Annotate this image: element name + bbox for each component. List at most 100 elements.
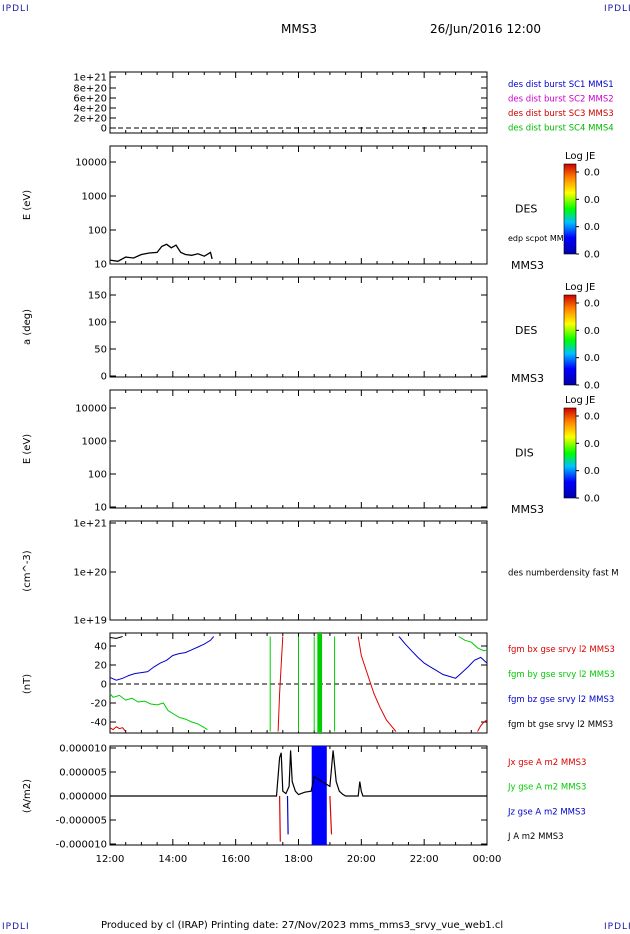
y-tick-label: 1e+20: [73, 568, 107, 579]
colorbar-tick-label: 0.0: [584, 168, 600, 179]
colorbar-tick-label: 0.0: [584, 381, 600, 392]
series-line: [110, 750, 487, 797]
y-tick-label: 100: [88, 226, 107, 237]
y-tick-label: 0.000000: [59, 792, 107, 803]
series-line: [357, 636, 397, 732]
colorbar-tick-label: 0.0: [584, 326, 600, 337]
y-axis-title: a (deg): [22, 309, 33, 345]
by-band: [317, 633, 323, 733]
x-tick-label: 12:00: [96, 854, 125, 865]
y-tick-label: 10: [94, 503, 107, 514]
colorbar-title: Log JE: [565, 282, 595, 293]
series-line: [109, 693, 208, 731]
panel-frame: [109, 145, 488, 265]
y-tick-label: -20: [91, 699, 107, 710]
x-tick-label: 22:00: [410, 854, 439, 865]
colorbar-tick-label: 0.0: [584, 299, 600, 310]
y-tick-label: 0: [101, 124, 107, 135]
legend-entry: des dist burst SC3 MMS3: [508, 109, 614, 119]
series-line: [109, 636, 123, 639]
legend-entry: fgm by gse srvy l2 MMS3: [508, 670, 615, 680]
y-axis-title: (A/m2): [22, 779, 33, 813]
legend-entry: des dist burst SC2 MMS2: [508, 95, 614, 105]
y-axis-title: (cm^-3): [22, 550, 33, 591]
jz-band: [311, 746, 327, 845]
y-tick-label: 0: [101, 680, 107, 691]
legend-entry: Jx gse A m2 MMS3: [507, 758, 586, 768]
series-line: [109, 726, 127, 732]
y-tick-label: 150: [88, 291, 107, 302]
colorbar-tick-label: 0.0: [584, 195, 600, 206]
y-tick-label: 10000: [75, 404, 107, 415]
instrument-label: DES: [515, 324, 537, 337]
legend-entry: des numberdensity fast M: [508, 568, 619, 578]
y-tick-label: 20: [94, 661, 107, 672]
colorbar-tick-label: 0.0: [584, 353, 600, 364]
colorbar: [563, 407, 577, 499]
y-tick-label: 1e+21: [73, 73, 107, 84]
series-line: [329, 795, 333, 835]
colorbar-title: Log JE: [565, 151, 595, 162]
legend-entry: J A m2 MMS3: [507, 832, 564, 842]
y-tick-label: 1000: [82, 437, 107, 448]
instrument-label: DES: [515, 202, 537, 215]
footer-text: Produced by cl (IRAP) Printing date: 27/…: [101, 920, 504, 931]
panel-frame: [109, 520, 488, 621]
x-tick-label: 14:00: [158, 854, 187, 865]
spacecraft-label: MMS3: [511, 503, 544, 516]
x-tick-label: 18:00: [284, 854, 313, 865]
y-tick-label: 100: [88, 318, 107, 329]
y-tick-label: -40: [91, 718, 107, 729]
series-line: [279, 795, 281, 842]
y-tick-label: 1e+19: [73, 616, 107, 627]
y-tick-label: 0.000010: [59, 744, 107, 755]
spacecraft-label: MMS3: [511, 259, 544, 272]
y-tick-label: 10: [94, 260, 107, 271]
colorbar-tick-label: 0.0: [584, 412, 600, 423]
colorbar: [563, 294, 577, 386]
corner-label-bottom-left: IPDLI: [2, 922, 30, 932]
colorbar-title: Log JE: [565, 395, 595, 406]
y-axis-title: E (eV): [22, 434, 33, 464]
y-tick-label: -0.000005: [56, 816, 107, 827]
corner-label-top-left: IPDLI: [2, 4, 30, 14]
y-tick-label: 40: [94, 642, 107, 653]
legend-entry: Jz gse A m2 MMS3: [507, 807, 586, 817]
panel-frame: [109, 276, 488, 378]
colorbar-tick-label: 0.0: [584, 250, 600, 261]
series-line: [277, 636, 284, 732]
spacecraft-label: MMS3: [511, 372, 544, 385]
series-line: [286, 795, 289, 835]
legend-entry: Jy gse A m2 MMS3: [507, 783, 586, 793]
colorbar-tick-label: 0.0: [584, 439, 600, 450]
legend-entry: des dist burst SC4 MMS4: [508, 124, 614, 134]
colorbar: [563, 163, 577, 255]
series-line: [109, 636, 215, 681]
legend-entry: des dist burst SC1 MMS1: [508, 80, 614, 90]
header-spacecraft: MMS3: [281, 22, 317, 36]
y-tick-label: -0.000010: [56, 840, 107, 851]
scpot-series-line: [109, 243, 213, 262]
series-line: [458, 636, 488, 652]
legend-entry: fgm bz gse srvy l2 MMS3: [508, 695, 614, 705]
x-tick-label: 20:00: [347, 854, 376, 865]
y-tick-label: 1e+21: [73, 519, 107, 530]
series-line: [398, 636, 488, 679]
y-tick-label: 0: [101, 372, 107, 383]
y-tick-label: 8e+20: [73, 84, 107, 95]
colorbar-tick-label: 0.0: [584, 466, 600, 477]
x-tick-label: 00:00: [473, 854, 502, 865]
series-line: [477, 719, 488, 732]
panel-frame: [109, 389, 488, 509]
y-tick-label: 4e+20: [73, 104, 107, 115]
legend-entry: fgm bx gse srvy l2 MMS3: [508, 645, 615, 655]
y-axis-title: E (eV): [22, 190, 33, 220]
x-tick-label: 16:00: [221, 854, 250, 865]
corner-label-bottom-right: IPDLI: [604, 922, 630, 932]
header-datetime: 26/Jun/2016 12:00: [430, 22, 542, 36]
y-tick-label: 0.000005: [59, 768, 107, 779]
y-tick-label: 100: [88, 470, 107, 481]
y-tick-label: 2e+20: [73, 114, 107, 125]
y-tick-label: 50: [94, 345, 107, 356]
